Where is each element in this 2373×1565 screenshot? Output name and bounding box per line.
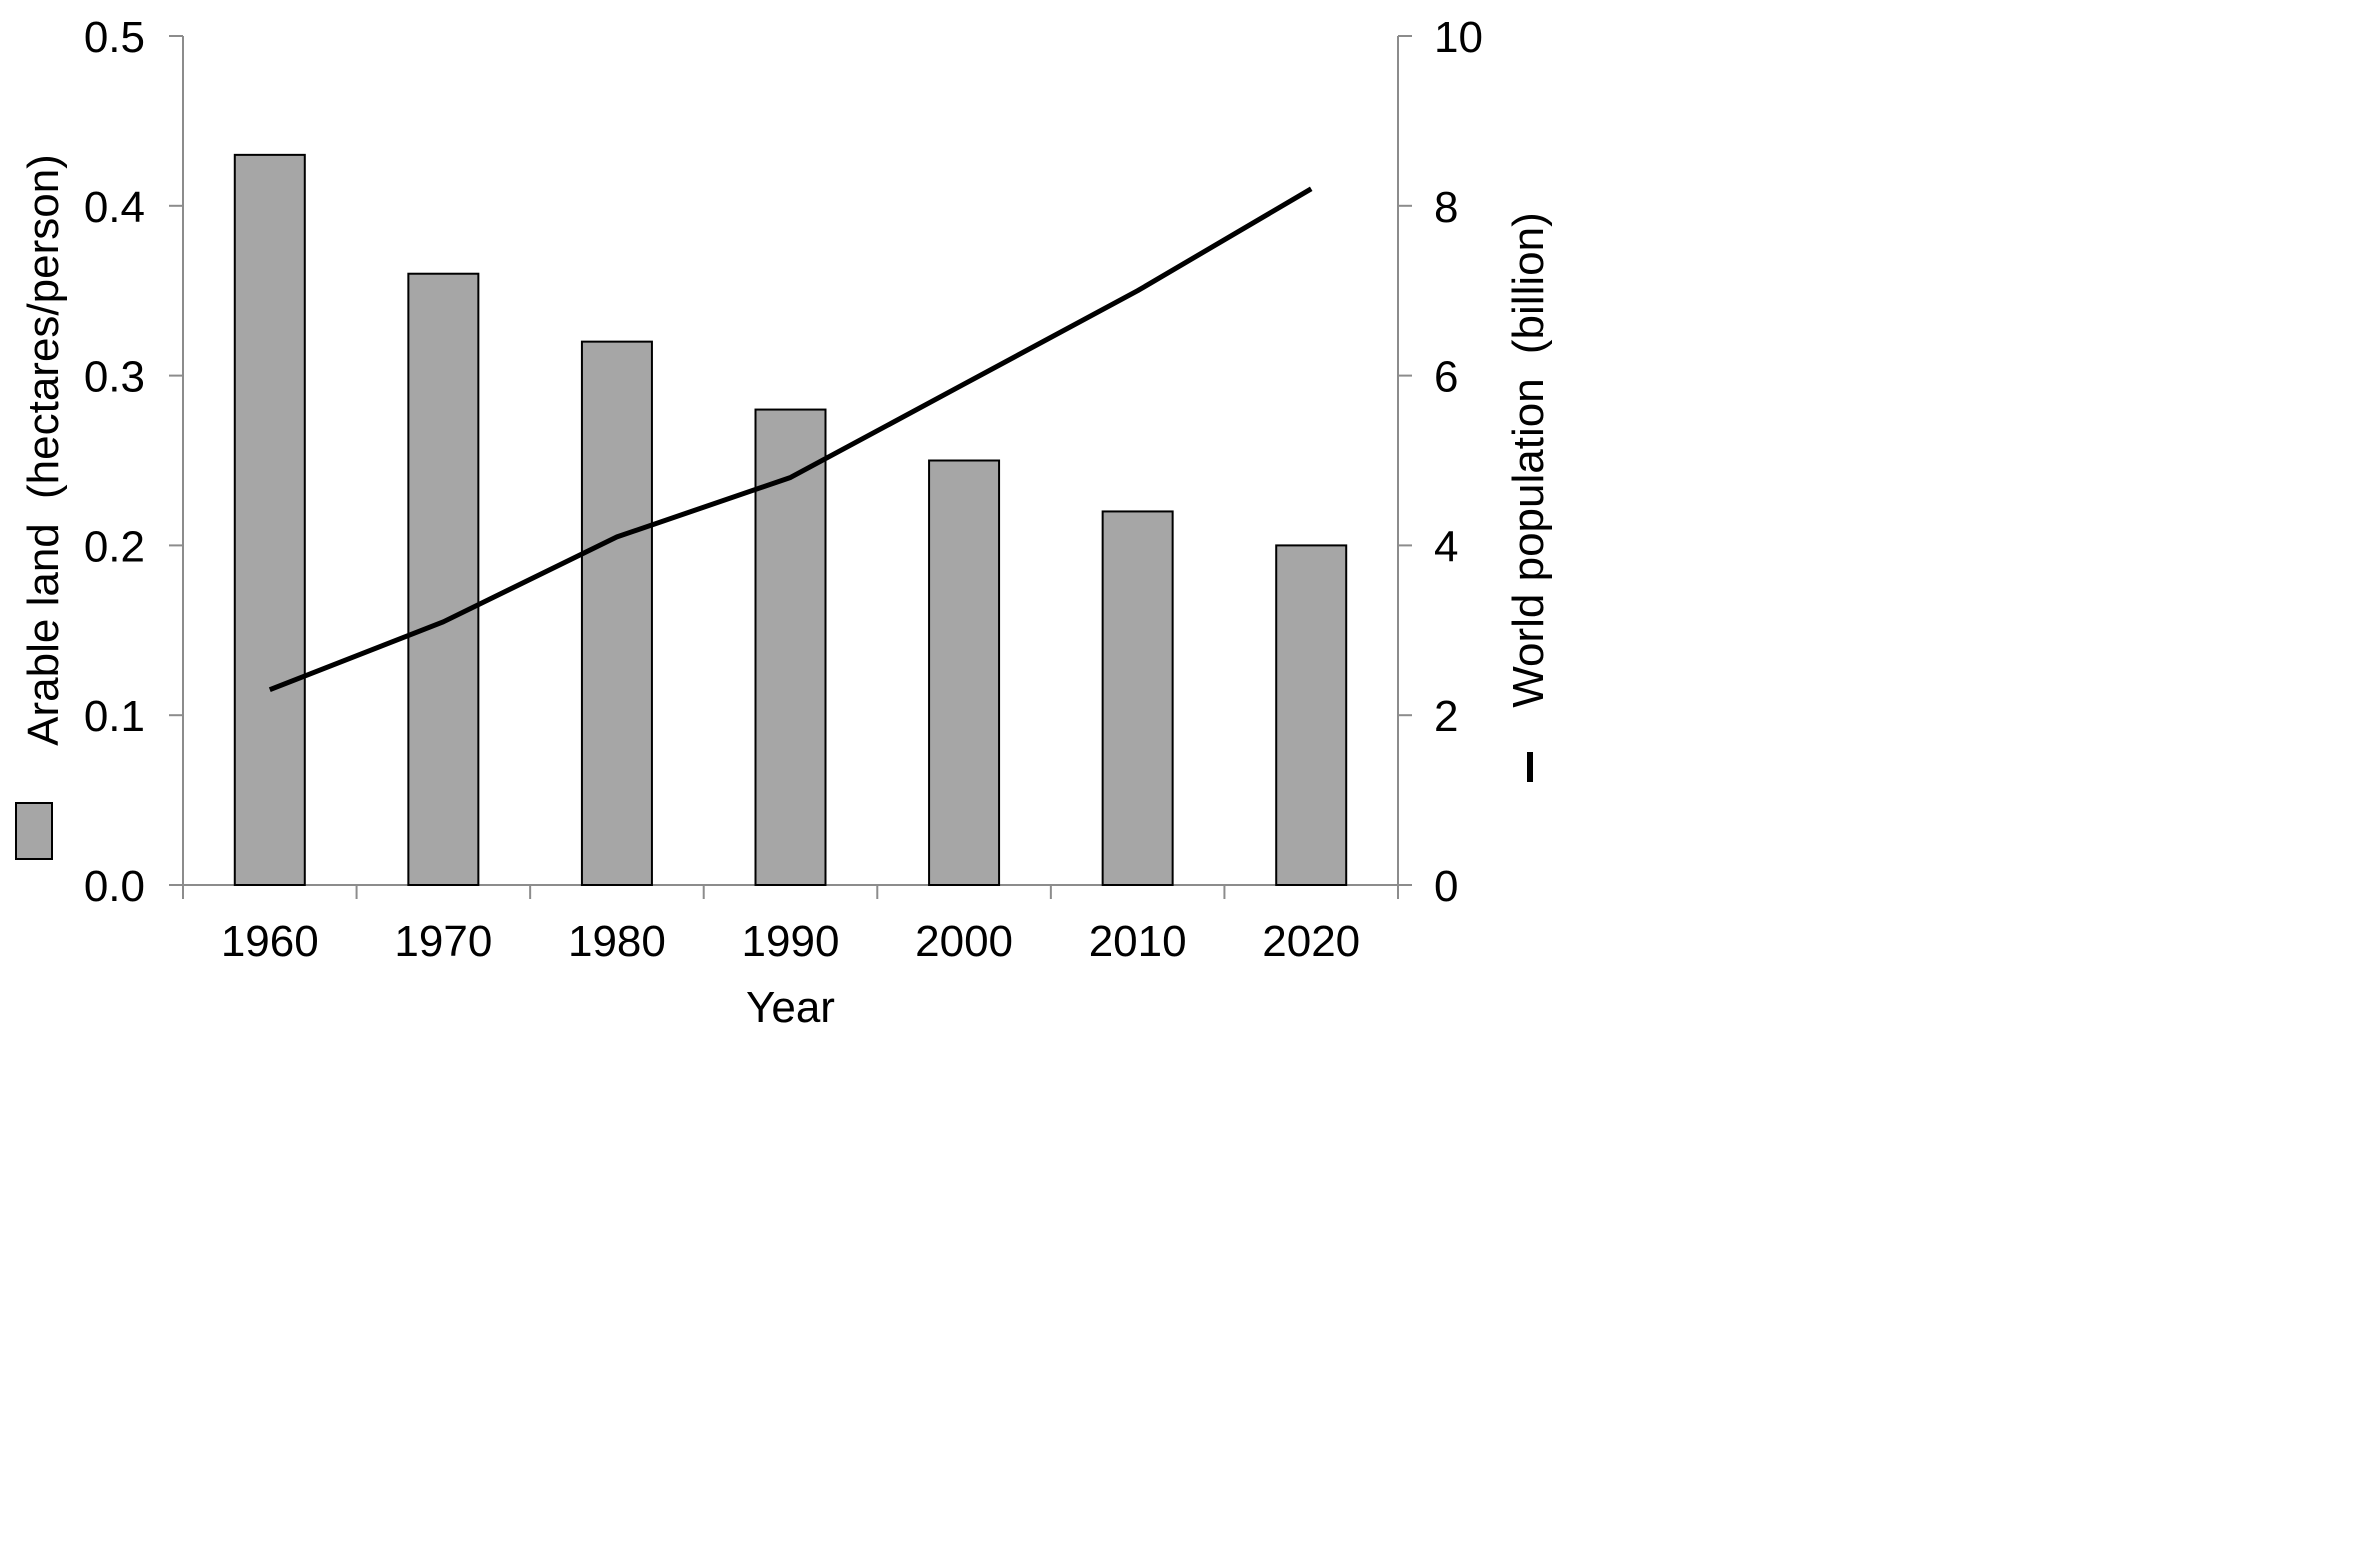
right-axis-tick-label: 4 <box>1434 522 1458 571</box>
bar-series <box>233 153 1348 887</box>
right-axis-tick-label: 6 <box>1434 353 1458 402</box>
bar <box>233 153 306 887</box>
arable-land-legend-swatch <box>15 802 53 860</box>
left-axis-tick-label: 0.1 <box>84 692 145 741</box>
chart-figure: 0.0 0.1 0.2 0.3 0.4 0.5 0 2 4 6 8 10 1960 1970 1980 199… <box>0 0 1568 1033</box>
x-axis-title: Year <box>746 983 835 1032</box>
bar <box>928 459 1001 886</box>
tick-labels: 0.0 0.1 0.2 0.3 0.4 0.5 0 2 4 6 8 10 1960 1970 1980 199… <box>84 13 1483 966</box>
bar <box>407 272 480 887</box>
left-axis-tick-label: 0.2 <box>84 522 145 571</box>
left-axis-title-group: Arable land (hectares/person) <box>15 154 68 860</box>
right-axis-title-series: World population <box>1504 378 1553 707</box>
left-axis-tick-label: 0.3 <box>84 353 145 402</box>
x-axis-tick-label: 1960 <box>221 917 319 966</box>
right-axis-tick-label: 8 <box>1434 183 1458 232</box>
left-axis-tick-label: 0.4 <box>84 183 145 232</box>
x-axis-tick-label: 1990 <box>742 917 840 966</box>
left-axis-title: Arable land (hectares/person) <box>19 154 68 746</box>
right-axis-title: World population (billion) <box>1504 212 1553 707</box>
x-axis-tick-label: 2010 <box>1089 917 1187 966</box>
x-axis-tick-label: 2000 <box>915 917 1013 966</box>
left-axis-tick-label: 0.0 <box>84 862 145 911</box>
right-axis-tick-label: 10 <box>1434 13 1483 62</box>
bar <box>1101 510 1174 886</box>
x-axis-tick-label: 1980 <box>568 917 666 966</box>
right-axis-tick-label: 2 <box>1434 692 1458 741</box>
bar <box>754 408 827 886</box>
x-axis-tick-label: 2020 <box>1262 917 1360 966</box>
left-axis-title-unit: (hectares/person) <box>19 154 68 499</box>
world-population-line <box>268 186 1313 693</box>
right-axis-tick-label: 0 <box>1434 862 1458 911</box>
left-axis-tick-label: 0.5 <box>84 13 145 62</box>
line-series <box>268 186 1313 693</box>
bar <box>1275 544 1348 887</box>
right-axis-title-group: World population (billion) <box>1504 212 1553 782</box>
right-axis-title-unit: (billion) <box>1504 212 1553 354</box>
bar <box>580 340 653 886</box>
chart-canvas: 0.0 0.1 0.2 0.3 0.4 0.5 0 2 4 6 8 10 1960 1970 1980 199… <box>15 13 1553 1032</box>
left-axis-title-series: Arable land <box>19 523 68 746</box>
x-axis-tick-label: 1970 <box>394 917 492 966</box>
